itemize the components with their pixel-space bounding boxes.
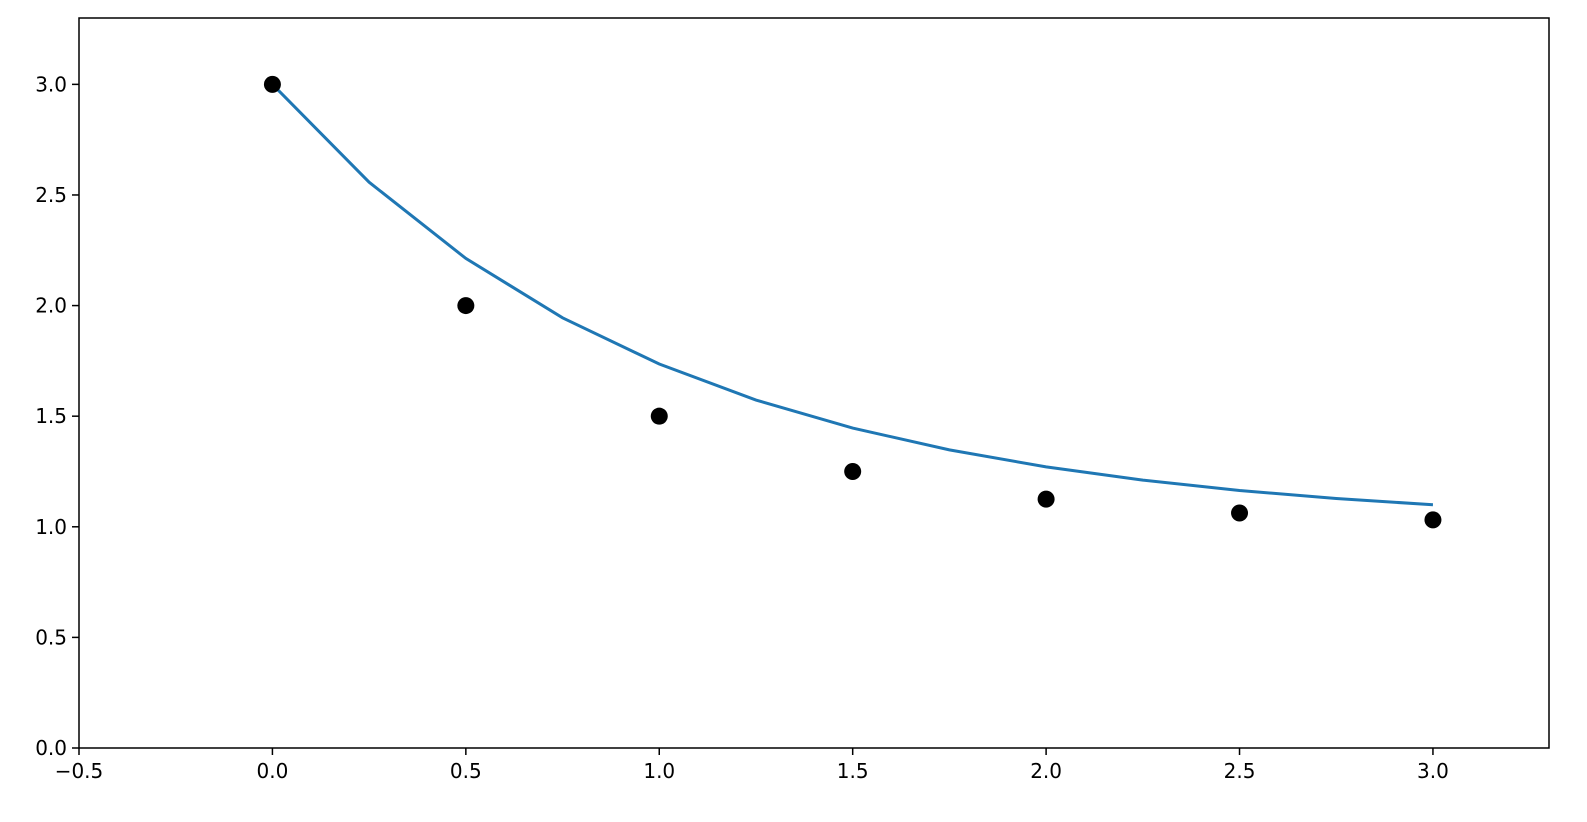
fit-line — [271, 83, 1434, 507]
y-tick-label: 2.0 — [35, 294, 67, 318]
scatter-point — [1231, 504, 1249, 522]
scatter-point — [1037, 490, 1055, 508]
y-tick-label: 0.5 — [35, 625, 67, 649]
y-tick-label: 2.5 — [35, 183, 67, 207]
x-tick-label: −0.5 — [55, 759, 104, 783]
x-tick-label: 0.5 — [450, 759, 482, 783]
y-tick-label: 0.0 — [35, 736, 67, 760]
x-tick-label: 0.0 — [257, 759, 289, 783]
scatter-point — [650, 407, 668, 425]
x-tick-label: 2.5 — [1224, 759, 1256, 783]
x-tick-label: 3.0 — [1417, 759, 1449, 783]
y-tick-label: 1.5 — [35, 404, 67, 428]
scatter-point — [844, 462, 862, 480]
scatter-point — [1424, 511, 1442, 529]
y-tick-label: 1.0 — [35, 515, 67, 539]
x-tick-label: 2.0 — [1030, 759, 1062, 783]
y-tick-label: 3.0 — [35, 72, 67, 96]
scatter-point — [457, 297, 475, 315]
x-tick-label: 1.5 — [837, 759, 869, 783]
scatter-point — [263, 75, 281, 93]
plot-frame — [78, 17, 1550, 749]
x-tick-label: 1.0 — [643, 759, 675, 783]
